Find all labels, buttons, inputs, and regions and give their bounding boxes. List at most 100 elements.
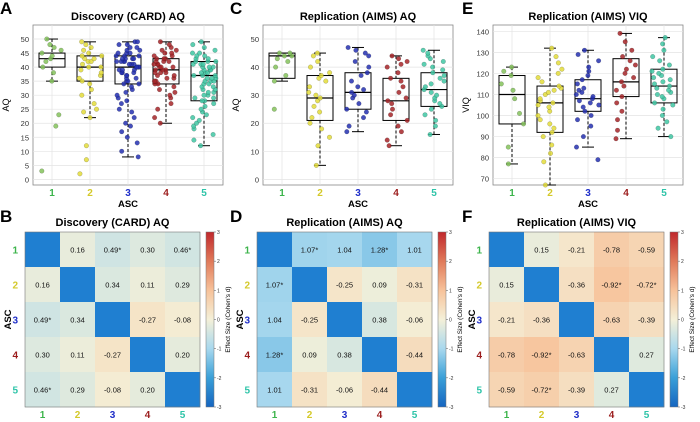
heatmap-cell bbox=[524, 302, 560, 338]
data-point bbox=[98, 70, 104, 76]
y-tick-label: 3 bbox=[476, 316, 482, 327]
x-tick-label: 5 bbox=[201, 188, 207, 199]
chart-title: Discovery (CARD) AQ bbox=[56, 217, 170, 229]
heatmap-cell bbox=[292, 372, 328, 408]
data-point bbox=[582, 47, 588, 53]
data-point bbox=[573, 91, 579, 97]
y-tick-label: 5 bbox=[476, 386, 482, 397]
data-point bbox=[204, 75, 210, 81]
heatmap-cell bbox=[25, 232, 61, 268]
panel-e: E Replication (AIMS) VIQ70809010011012013… bbox=[461, 0, 684, 210]
data-point bbox=[76, 75, 82, 81]
heatmap-cell bbox=[362, 372, 398, 408]
data-point bbox=[580, 134, 586, 140]
data-point bbox=[307, 120, 313, 126]
data-point bbox=[388, 112, 394, 118]
data-point bbox=[202, 53, 208, 59]
heatmap-cell bbox=[594, 302, 630, 338]
cell-value-label: -0.39 bbox=[638, 316, 655, 325]
heatmap-cell bbox=[594, 337, 630, 373]
heatmap-cell bbox=[130, 302, 166, 338]
data-point bbox=[190, 42, 196, 48]
cell-value-label: -0.72* bbox=[636, 281, 656, 290]
data-point bbox=[86, 64, 92, 70]
data-point bbox=[212, 47, 218, 53]
box-body bbox=[612, 58, 640, 98]
panel-b: B Discovery (CARD) AQ 0.16 0.49* 0.30 0.46* 0.… bbox=[0, 207, 232, 422]
x-tick-label: 4 bbox=[145, 410, 151, 421]
data-point bbox=[398, 78, 404, 84]
cell-value-label: 0.11 bbox=[140, 281, 154, 290]
data-point bbox=[441, 78, 447, 84]
data-point bbox=[361, 87, 367, 93]
data-point bbox=[317, 95, 323, 101]
cell-value-label: 1.28* bbox=[266, 351, 284, 360]
data-point bbox=[395, 70, 401, 76]
x-tick-label: 3 bbox=[110, 410, 116, 421]
data-point bbox=[308, 64, 314, 70]
y-tick-label: 20 bbox=[251, 119, 259, 128]
cell-value-label: -0.25 bbox=[336, 281, 353, 290]
heatmap-cell bbox=[362, 232, 398, 268]
cell-value-label: -0.08 bbox=[104, 386, 121, 395]
data-point bbox=[575, 52, 581, 58]
y-tick-label: 10 bbox=[21, 147, 29, 156]
data-point bbox=[205, 56, 211, 62]
data-point bbox=[56, 112, 62, 118]
colorbar-tick-label: 0 bbox=[449, 318, 452, 324]
data-point bbox=[364, 70, 370, 76]
data-point bbox=[559, 66, 565, 72]
heatmap-cell bbox=[362, 302, 398, 338]
heatmap-cell bbox=[629, 372, 665, 408]
y-tick-label: 10 bbox=[251, 147, 259, 156]
colorbar-tick-label: -3 bbox=[217, 405, 222, 411]
cell-value-label: 0.30 bbox=[140, 246, 155, 255]
y-tick-label: 15 bbox=[21, 133, 29, 142]
colorbar-tick-label: -2 bbox=[449, 376, 454, 382]
colorbar-tick-label: -2 bbox=[217, 376, 222, 382]
data-point bbox=[198, 106, 204, 112]
data-point bbox=[588, 112, 594, 118]
data-point bbox=[191, 72, 197, 78]
x-tick-label: 2 bbox=[539, 410, 545, 421]
heatmap-cell bbox=[292, 267, 328, 303]
heatmap-cell bbox=[524, 267, 560, 303]
x-tick-label: 2 bbox=[75, 410, 81, 421]
data-point bbox=[158, 64, 164, 70]
data-point bbox=[613, 87, 619, 93]
data-point bbox=[590, 94, 596, 100]
colorbar-tick-label: 3 bbox=[681, 230, 684, 236]
data-point bbox=[539, 79, 545, 85]
panel-a: A Discovery (CARD) AQ05101520253035404550… bbox=[0, 0, 224, 210]
data-point bbox=[421, 61, 427, 67]
data-point bbox=[88, 45, 94, 51]
data-point bbox=[512, 96, 518, 102]
data-point bbox=[652, 81, 658, 87]
data-point bbox=[404, 59, 410, 65]
x-tick-label: 2 bbox=[87, 188, 93, 199]
data-point bbox=[196, 117, 202, 123]
cell-value-label: 0.46* bbox=[174, 246, 192, 255]
data-point bbox=[51, 45, 57, 51]
cell-value-label: 0.27 bbox=[604, 386, 619, 395]
cell-value-label: 0.38 bbox=[372, 316, 387, 325]
data-point bbox=[93, 106, 99, 112]
data-point bbox=[161, 56, 167, 62]
heatmap-cell bbox=[327, 232, 363, 268]
data-point bbox=[555, 60, 561, 66]
data-point bbox=[344, 106, 350, 112]
cell-value-label: -0.59 bbox=[498, 386, 515, 395]
data-point bbox=[212, 72, 218, 78]
data-point bbox=[134, 140, 140, 146]
data-point bbox=[206, 64, 212, 70]
heatmap-cell bbox=[327, 267, 363, 303]
cell-value-label: 0.34 bbox=[105, 281, 120, 290]
data-point bbox=[210, 84, 216, 90]
y-tick-label: 35 bbox=[21, 77, 29, 86]
y-tick-label: 80 bbox=[481, 154, 489, 163]
data-point bbox=[114, 92, 120, 98]
data-point bbox=[588, 123, 594, 129]
data-point bbox=[666, 62, 672, 68]
cell-value-label: 0.29 bbox=[70, 386, 85, 395]
